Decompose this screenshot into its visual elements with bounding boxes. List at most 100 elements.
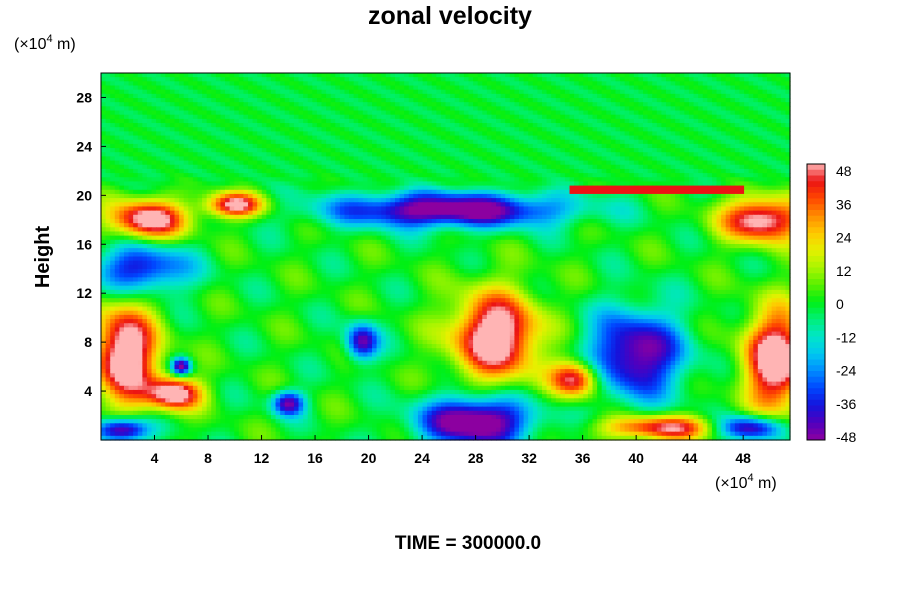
heatmap-cell [523, 185, 529, 191]
heatmap-cell [270, 106, 277, 112]
heatmap-cell [583, 118, 589, 124]
heatmap-cell [160, 89, 166, 95]
heatmap-cell [734, 181, 741, 187]
heatmap-cell [261, 160, 267, 166]
heatmap-cell [698, 168, 704, 174]
heatmap-cell [670, 114, 676, 120]
heatmap-cell [665, 106, 672, 112]
heatmap-cell [610, 181, 617, 187]
heatmap-cell [399, 202, 405, 208]
heatmap-cell [633, 110, 640, 116]
heatmap-cell [427, 198, 433, 203]
heatmap-cell [417, 177, 424, 183]
heatmap-cell [744, 185, 750, 191]
heatmap-cell [376, 160, 382, 166]
heatmap-cell [431, 127, 437, 132]
heatmap-cell [780, 98, 786, 103]
heatmap-cell [711, 156, 718, 162]
heatmap-cell [385, 81, 391, 87]
heatmap-cell [716, 89, 722, 95]
heatmap-cell [349, 118, 355, 124]
heatmap-cell [413, 131, 419, 137]
heatmap-cell [785, 85, 791, 91]
heatmap-cell [137, 189, 143, 195]
heatmap-cell [119, 85, 125, 91]
heatmap-cell [404, 160, 410, 166]
heatmap-cell [303, 210, 309, 216]
heatmap-cell [174, 152, 180, 158]
heatmap-cell [652, 131, 658, 137]
heatmap-cell [505, 85, 511, 91]
heatmap-cell [225, 77, 231, 82]
heatmap-cell [656, 89, 662, 95]
heatmap-cell [119, 177, 125, 183]
heatmap-cell [780, 123, 786, 128]
heatmap-cell [656, 118, 662, 124]
heatmap-cell [110, 152, 116, 158]
heatmap-cell [105, 81, 111, 87]
heatmap-cell [206, 118, 212, 124]
heatmap-cell [229, 160, 235, 166]
heatmap-cell [744, 164, 750, 170]
heatmap-cell [284, 127, 290, 132]
heatmap-cell [454, 164, 460, 170]
heatmap-cell [679, 77, 685, 82]
heatmap-cell [188, 139, 194, 145]
heatmap-cell [610, 189, 617, 195]
heatmap-cell [509, 177, 515, 183]
heatmap-cell [518, 85, 525, 91]
heatmap-cell [261, 164, 267, 170]
heatmap-cell [229, 139, 235, 145]
heatmap-cell [243, 177, 249, 183]
heatmap-cell [188, 177, 194, 183]
heatmap-cell [110, 93, 116, 99]
heatmap-cell [500, 127, 506, 132]
heatmap-cell [211, 210, 217, 216]
heatmap-cell [298, 110, 304, 116]
heatmap-cell [247, 206, 254, 212]
heatmap-cell [656, 173, 662, 178]
heatmap-cell [629, 106, 635, 112]
heatmap-cell [679, 143, 685, 149]
heatmap-cell [665, 135, 672, 141]
heatmap-cell [202, 77, 208, 82]
heatmap-cell [633, 193, 640, 199]
heatmap-cell [101, 81, 107, 87]
heatmap-cell [486, 93, 493, 99]
heatmap-cell [661, 202, 667, 208]
heatmap-cell [128, 118, 134, 124]
heatmap-cell [225, 123, 231, 128]
heatmap-cell [229, 181, 235, 187]
heatmap-cell [275, 173, 281, 178]
heatmap-cell [541, 168, 548, 174]
heatmap-cell [376, 77, 382, 82]
heatmap-cell [491, 202, 497, 208]
heatmap-cell [229, 131, 235, 137]
heatmap-cell [211, 148, 217, 153]
heatmap-cell [583, 77, 589, 82]
heatmap-cell [564, 98, 571, 103]
heatmap-cell [275, 114, 281, 120]
heatmap-cell [564, 189, 571, 195]
heatmap-cell [431, 139, 437, 145]
heatmap-cell [408, 185, 414, 191]
heatmap-cell [450, 123, 456, 128]
heatmap-cell [693, 123, 699, 128]
heatmap-cell [638, 181, 644, 187]
heatmap-cell [569, 98, 575, 103]
heatmap-cell [358, 114, 364, 120]
heatmap-cell [220, 181, 226, 187]
heatmap-cell [776, 177, 782, 183]
heatmap-cell [656, 139, 662, 145]
heatmap-cell [684, 123, 690, 128]
heatmap-cell [753, 160, 759, 166]
heatmap-cell [105, 189, 111, 195]
heatmap-cell [661, 77, 667, 82]
heatmap-cell [592, 181, 598, 187]
heatmap-cell [358, 168, 364, 174]
heatmap-cell [753, 168, 759, 174]
heatmap-cell [665, 164, 672, 170]
heatmap-cell [767, 135, 773, 141]
heatmap-cell [734, 202, 741, 208]
heatmap-cell [757, 98, 764, 103]
